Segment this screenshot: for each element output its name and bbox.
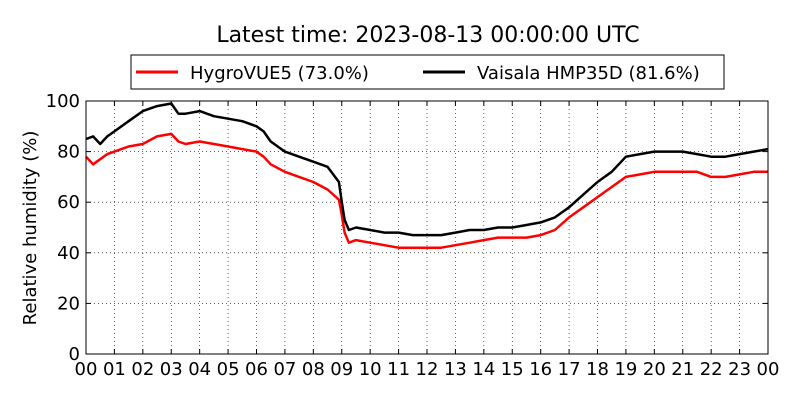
x-tick-label: 09 [330,359,353,380]
x-tick-label: 02 [131,359,154,380]
axes: 00 01 02 03 04 05 06 07 08 09 10 11 12 13 14 15 16 17 18 19… [46,91,780,380]
x-tick-label: 14 [472,359,495,380]
plot-frame [85,100,769,355]
x-tick-label: 15 [501,359,524,380]
legend: HygroVUE5 (73.0%) Vaisala HMP35D (81.6%) [130,54,725,90]
x-tick-label: 10 [359,359,382,380]
y-tick-label: 100 [46,91,80,112]
x-tick-label: 04 [188,359,211,380]
x-tick-label: 21 [671,359,694,380]
x-tick-label: 20 [643,359,666,380]
y-tick-label: 60 [57,192,80,213]
series-line-hygrovue5 [85,132,768,249]
y-tick-label: 20 [57,293,80,314]
x-tick-label: 22 [700,359,723,380]
y-tick-label: 80 [57,142,80,163]
x-tick-label: 00 [75,359,98,380]
x-tick-label: 07 [273,359,296,380]
x-tick-label: 03 [160,359,183,380]
x-tick-label: 23 [728,359,751,380]
legend-label-vaisala: Vaisala HMP35D (81.6%) [477,63,700,84]
x-tick-label: 08 [302,359,325,380]
x-tick-label: 06 [245,359,268,380]
x-tick-label: 17 [558,359,581,380]
chart-title: Latest time: 2023-08-13 00:00:00 UTC [216,23,639,48]
series-line-vaisala [85,102,769,237]
series-layer [85,102,769,249]
x-tick-label: 05 [217,359,240,380]
legend-label-hygrovue5: HygroVUE5 (73.0%) [190,63,369,84]
x-tick-label: 18 [586,359,609,380]
x-tick-label: 00 [757,359,780,380]
x-tick-label: 19 [614,359,637,380]
y-axis-label: Relative humidity (%) [20,131,41,326]
x-tick-label: 13 [444,359,467,380]
y-tick-label: 0 [69,344,80,365]
x-tick-label: 01 [103,359,126,380]
x-tick-label: 16 [529,359,552,380]
y-tick-label: 40 [57,243,80,264]
x-tick-label: 11 [387,359,410,380]
x-tick-label: 12 [416,359,439,380]
